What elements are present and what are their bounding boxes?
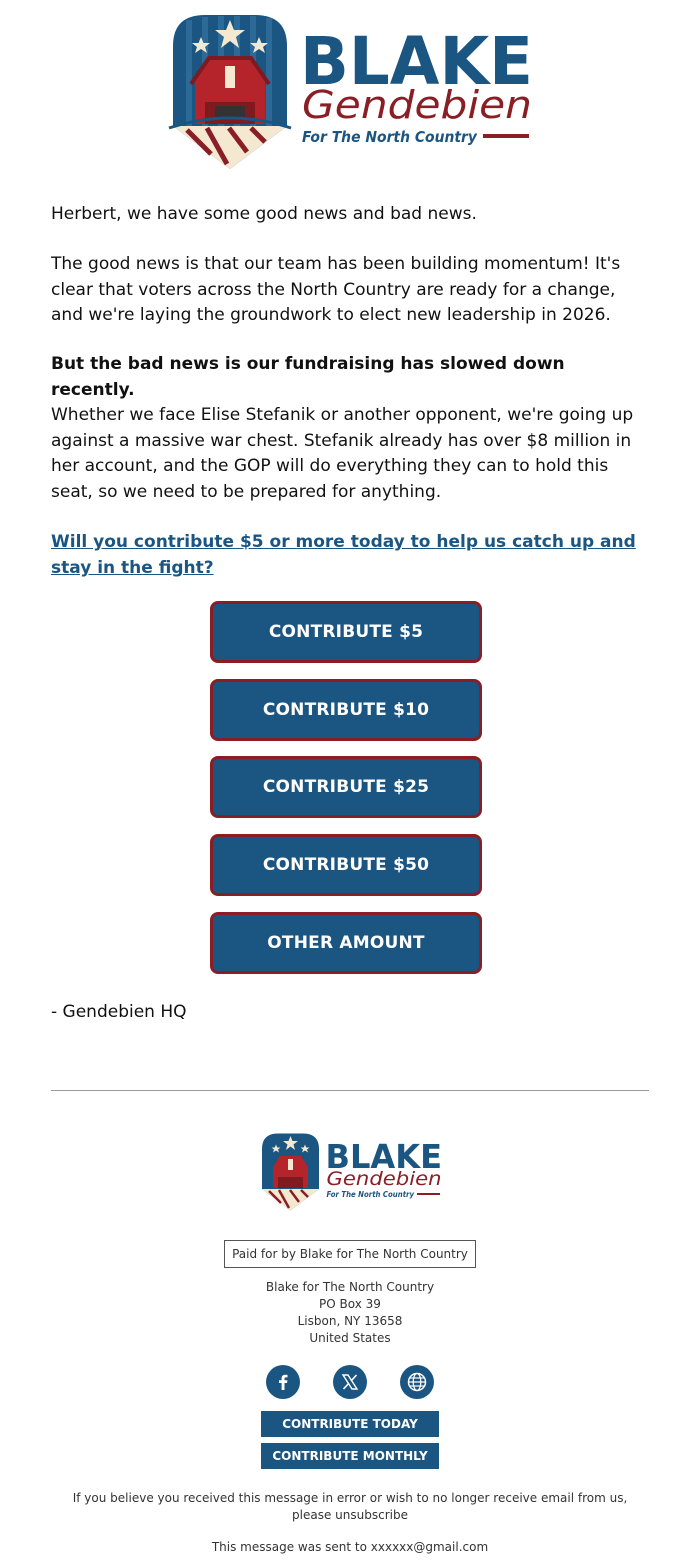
address-line-4: United States <box>309 1331 391 1345</box>
logo-name-last: Gendebien <box>302 83 532 127</box>
facebook-icon[interactable] <box>266 1365 300 1399</box>
opponent-text: Whether we face Elise Stefanik or anothe… <box>51 405 634 502</box>
unsubscribe-notice[interactable]: If you believe you received this message… <box>72 1491 628 1522</box>
bad-news-text: But the bad news is our fundraising has … <box>51 354 565 400</box>
logo-tagline: For The North Country <box>302 128 478 146</box>
address-line-3: Lisbon, NY 13658 <box>297 1314 403 1328</box>
footer-barn-shield-emblem <box>262 1133 319 1211</box>
signoff-text: - Gendebien HQ <box>51 1002 187 1022</box>
footer-logo: BLAKE Gendebien For The North Country <box>262 1133 443 1211</box>
good-news-text: The good news is that our team has been … <box>51 254 621 325</box>
contribute-50-button[interactable]: CONTRIBUTE $50 <box>210 834 482 896</box>
contribute-monthly-button[interactable]: CONTRIBUTE MONTHLY <box>261 1443 439 1469</box>
contribute-10-button[interactable]: CONTRIBUTE $10 <box>210 679 482 741</box>
footer-logo-name-last: Gendebien <box>327 1168 442 1190</box>
logo-name-first: BLAKE <box>300 23 533 100</box>
sent-to-notice: This message was sent to xxxxxx@gmail.co… <box>211 1540 489 1554</box>
logo-tagline-rule <box>483 134 529 138</box>
campaign-logo: BLAKE Gendebien For The North Country <box>168 15 533 169</box>
footer-logo-tagline: For The North Country <box>327 1190 416 1199</box>
contribute-ask-link[interactable]: Will you contribute $5 or more today to … <box>51 532 636 578</box>
address-line-1: Blake for The North Country <box>265 1280 435 1294</box>
other-amount-button[interactable]: OTHER AMOUNT <box>210 912 482 974</box>
contribute-25-button[interactable]: CONTRIBUTE $25 <box>210 756 482 818</box>
greeting-text: Herbert, we have some good news and bad … <box>51 204 477 224</box>
address-line-2: PO Box 39 <box>319 1297 381 1311</box>
contribute-5-button[interactable]: CONTRIBUTE $5 <box>210 601 482 663</box>
paid-for-disclaimer: Paid for by Blake for The North Country <box>224 1240 476 1268</box>
globe-icon[interactable] <box>400 1365 434 1399</box>
x-icon[interactable] <box>333 1365 367 1399</box>
footer-logo-name-first: BLAKE <box>326 1137 443 1176</box>
footer-divider <box>51 1090 649 1091</box>
contribute-today-button[interactable]: CONTRIBUTE TODAY <box>261 1411 439 1437</box>
barn-shield-emblem <box>168 15 292 169</box>
